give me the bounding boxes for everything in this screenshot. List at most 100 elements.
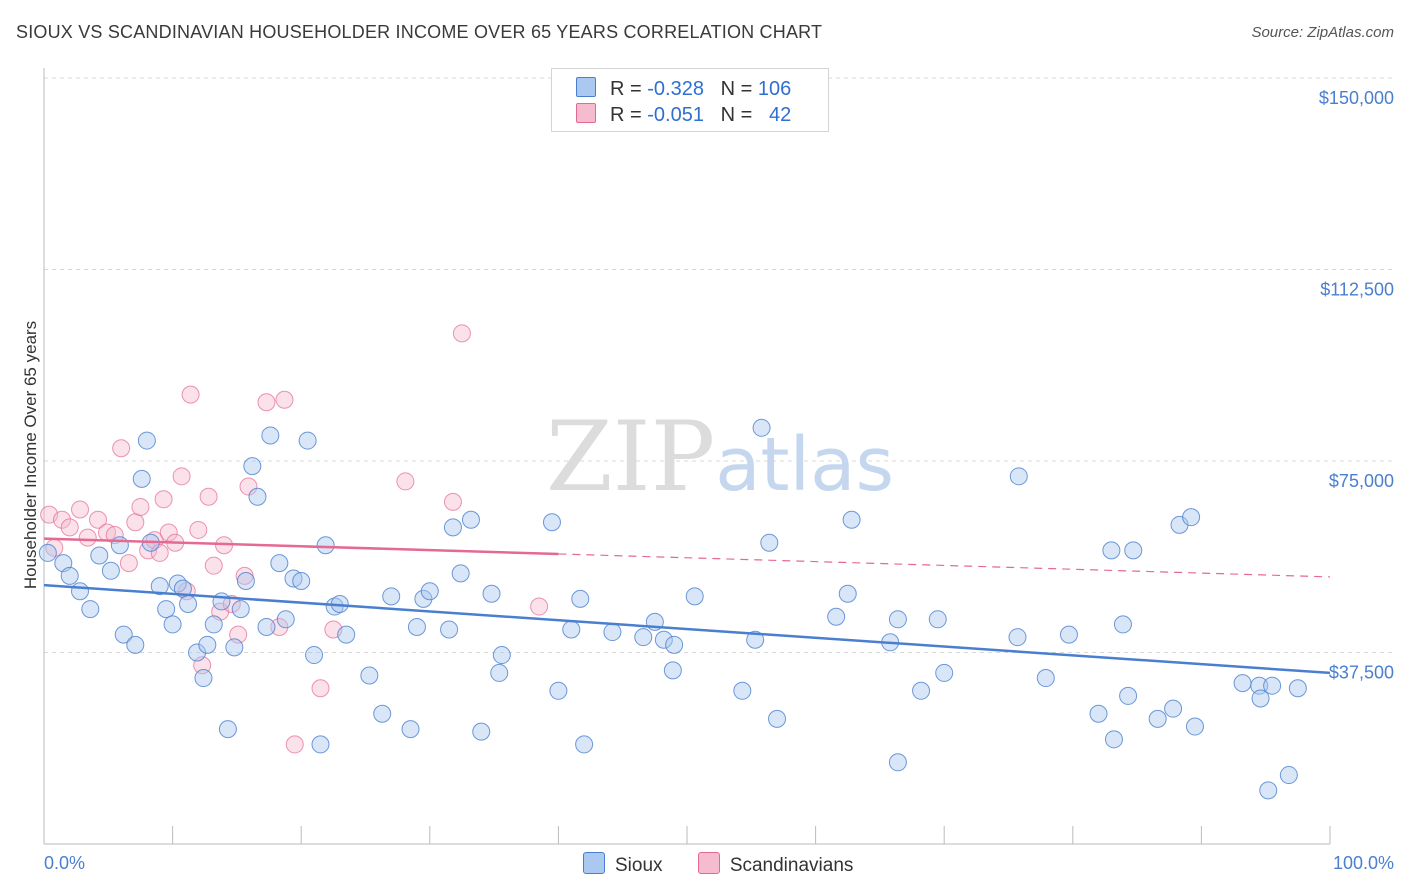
- sioux-point: [218, 720, 237, 739]
- sioux-point: [257, 617, 276, 636]
- scandinavians-point: [89, 510, 108, 529]
- scandinavians-point: [270, 617, 289, 636]
- sioux-point: [603, 623, 622, 642]
- sioux-point: [292, 572, 311, 591]
- sioux-point: [571, 589, 590, 608]
- sioux-point: [270, 554, 289, 573]
- scandinavians-point: [119, 554, 138, 573]
- source-label: Source: ZipAtlas.com: [1251, 24, 1394, 41]
- sioux-point: [168, 574, 187, 593]
- sioux-point: [440, 620, 459, 639]
- legend-r-value-scandinavians: -0.051: [647, 104, 704, 126]
- sioux-point: [1263, 676, 1282, 695]
- sioux-point: [305, 646, 324, 665]
- x-tick-label-max: 100.0%: [1333, 853, 1394, 873]
- scandinavians-swatch: [697, 852, 720, 874]
- grid-lines: [44, 77, 1394, 653]
- scandinavians-point: [452, 324, 471, 343]
- sioux-point: [935, 663, 954, 682]
- sioux-point: [760, 533, 779, 552]
- legend-row-scandinavians: R = -0.051 N = 42: [576, 103, 791, 127]
- scandinavians-point: [159, 523, 178, 542]
- sioux-point: [1102, 541, 1121, 560]
- sioux-points: [38, 418, 1307, 800]
- sioux-point: [1148, 709, 1167, 728]
- legend-n-value-sioux: 106: [757, 78, 792, 100]
- bottom-legend-sioux-label: Sioux: [615, 855, 663, 876]
- sioux-point: [110, 536, 129, 555]
- sioux-point: [1288, 679, 1307, 698]
- sioux-swatch: [583, 852, 605, 874]
- scandinavians-point: [199, 487, 218, 506]
- scandinavians-point: [154, 490, 173, 509]
- scandinavians-point: [181, 385, 200, 404]
- sioux-point: [1251, 689, 1270, 708]
- scandinavians-point: [126, 513, 145, 532]
- sioux-point: [1250, 676, 1269, 695]
- scandinavians-point: [530, 597, 549, 616]
- sioux-point: [912, 681, 931, 700]
- axes: [43, 68, 1331, 845]
- y-axis-label: Householder Income Over 65 years: [21, 321, 40, 589]
- sioux-point: [665, 635, 684, 654]
- sioux-point: [401, 720, 420, 739]
- sioux-point: [248, 487, 267, 506]
- legend-r-value-sioux: -0.328: [647, 78, 704, 100]
- scandinavians-point: [275, 390, 294, 409]
- sioux-point: [261, 426, 280, 445]
- sioux-point: [752, 418, 771, 437]
- scandinavians-point: [150, 543, 169, 562]
- sioux-point: [407, 617, 426, 636]
- sioux-point: [461, 510, 480, 529]
- sioux-point: [126, 635, 145, 654]
- scandinavians-point: [396, 472, 415, 491]
- sioux-point: [137, 431, 156, 450]
- bottom-legend-sioux: Sioux: [583, 852, 663, 877]
- sioux-point: [575, 735, 594, 754]
- scandinavians-trend-extension: [558, 553, 1331, 578]
- sioux-point: [81, 600, 100, 619]
- sioux-point: [243, 457, 262, 476]
- legend-n-label: N =: [720, 104, 753, 126]
- sioux-point: [71, 582, 90, 601]
- sioux-point: [733, 681, 752, 700]
- sioux-point: [1008, 628, 1027, 647]
- sioux-point: [373, 704, 392, 723]
- sioux-point: [179, 594, 198, 613]
- sioux-point: [542, 513, 561, 532]
- y-tick-label: $75,000: [1329, 471, 1394, 491]
- sioux-point: [194, 669, 213, 688]
- sioux-point: [114, 625, 133, 644]
- sioux-point: [198, 635, 217, 654]
- sioux-point: [842, 510, 861, 529]
- sioux-point: [1104, 730, 1123, 749]
- scandinavians-point: [443, 492, 462, 511]
- sioux-point: [360, 666, 379, 685]
- y-tick-label: $112,500: [1320, 280, 1394, 300]
- trend-lines: [43, 537, 1331, 675]
- sioux-point: [888, 610, 907, 629]
- chart-title: SIOUX VS SCANDINAVIAN HOUSEHOLDER INCOME…: [16, 22, 823, 42]
- y-tick-labels: $37,500 $75,000 $112,500 $150,000: [1319, 88, 1394, 683]
- scandinavians-point: [60, 518, 79, 537]
- sioux-point: [311, 735, 330, 754]
- scandinavians-point: [285, 735, 304, 754]
- scandinavians-point: [257, 393, 276, 412]
- sioux-point: [1233, 674, 1252, 693]
- sioux-point: [316, 536, 335, 555]
- sioux-point: [1059, 625, 1078, 644]
- scandinavians-trend-line: [43, 537, 559, 556]
- sioux-point: [163, 615, 182, 634]
- sioux-point: [132, 469, 151, 488]
- legend-r-label: R =: [610, 78, 642, 100]
- sioux-point: [1119, 686, 1138, 705]
- y-tick-label: $150,000: [1319, 88, 1394, 108]
- scandinavians-point: [131, 497, 150, 516]
- sioux-point: [888, 753, 907, 772]
- scandinavians-point: [112, 439, 131, 458]
- scandinavians-point: [71, 500, 90, 519]
- sioux-point: [414, 589, 433, 608]
- sioux-point: [60, 566, 79, 585]
- scandinavians-point: [204, 556, 223, 575]
- sioux-point: [928, 610, 947, 629]
